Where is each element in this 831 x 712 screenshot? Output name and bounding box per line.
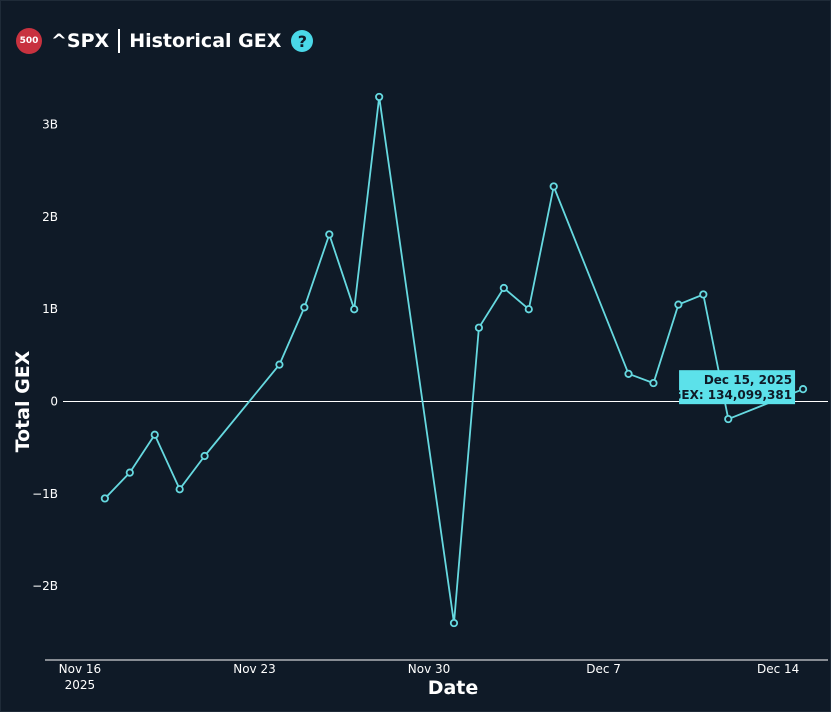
- x-tick-sublabel: 2025: [65, 678, 96, 692]
- gex-data-point: [524, 305, 533, 314]
- ticker-symbol: ^SPX: [51, 30, 110, 52]
- gex-data-point: [649, 378, 658, 388]
- gex-data-point: [375, 92, 384, 102]
- tooltip-value: GEX: 134,099,381: [672, 388, 793, 402]
- y-axis-title: Total GEX: [12, 350, 34, 452]
- sp500-badge-icon: 500: [16, 28, 42, 54]
- x-tick-label: Nov 16: [59, 662, 102, 676]
- y-tick-label: 3B: [42, 118, 58, 132]
- tooltip-box: [679, 370, 796, 405]
- x-axis-ticks: Nov 16 2025 Nov 23 Nov 30 Dec 7 Dec 14: [59, 662, 800, 692]
- gex-data-point: [724, 414, 733, 424]
- chart-title: Historical GEX: [129, 30, 282, 52]
- gex-data-point: [674, 300, 683, 309]
- x-axis-title: Date: [428, 677, 479, 699]
- gex-data-point: [100, 494, 109, 503]
- header-divider: [118, 29, 121, 53]
- gex-data-point: [300, 303, 309, 312]
- tooltip-date: Dec 15, 2025: [704, 373, 792, 387]
- y-tick-label: 0: [50, 395, 58, 409]
- chart-header: 500 ^SPX Historical GEX ?: [16, 27, 314, 55]
- gex-line: [104, 96, 804, 624]
- gex-series: [100, 92, 808, 628]
- y-axis-ticks: −2B −1B 0 1B 2B 3B: [32, 118, 58, 594]
- gex-data-point: [798, 385, 808, 394]
- gex-data-point: [150, 430, 159, 439]
- x-tick-label: Dec 7: [586, 662, 621, 676]
- gex-data-point: [325, 230, 334, 239]
- gex-data-point: [200, 451, 209, 461]
- x-tick-label: Nov 30: [408, 662, 451, 676]
- y-tick-label: 1B: [42, 302, 58, 316]
- gex-data-point: [499, 283, 508, 293]
- x-tick-label: Dec 14: [757, 662, 799, 676]
- gex-data-point: [175, 485, 184, 494]
- gex-data-point: [474, 323, 484, 332]
- gex-data-point: [549, 182, 558, 191]
- hover-tooltip: Dec 15, 2025 GEX: 134,099,381: [672, 370, 796, 405]
- gex-data-point: [449, 618, 459, 628]
- gex-data-point: [275, 360, 284, 369]
- help-icon[interactable]: ?: [291, 30, 314, 52]
- y-tick-label: −1B: [32, 487, 58, 501]
- gex-data-point: [699, 290, 708, 299]
- y-tick-label: 2B: [42, 210, 58, 224]
- x-tick-label: Nov 23: [233, 662, 276, 676]
- gex-data-point: [624, 369, 633, 378]
- gex-data-point: [125, 468, 134, 477]
- y-tick-label: −2B: [32, 579, 58, 593]
- gex-data-point: [350, 305, 359, 314]
